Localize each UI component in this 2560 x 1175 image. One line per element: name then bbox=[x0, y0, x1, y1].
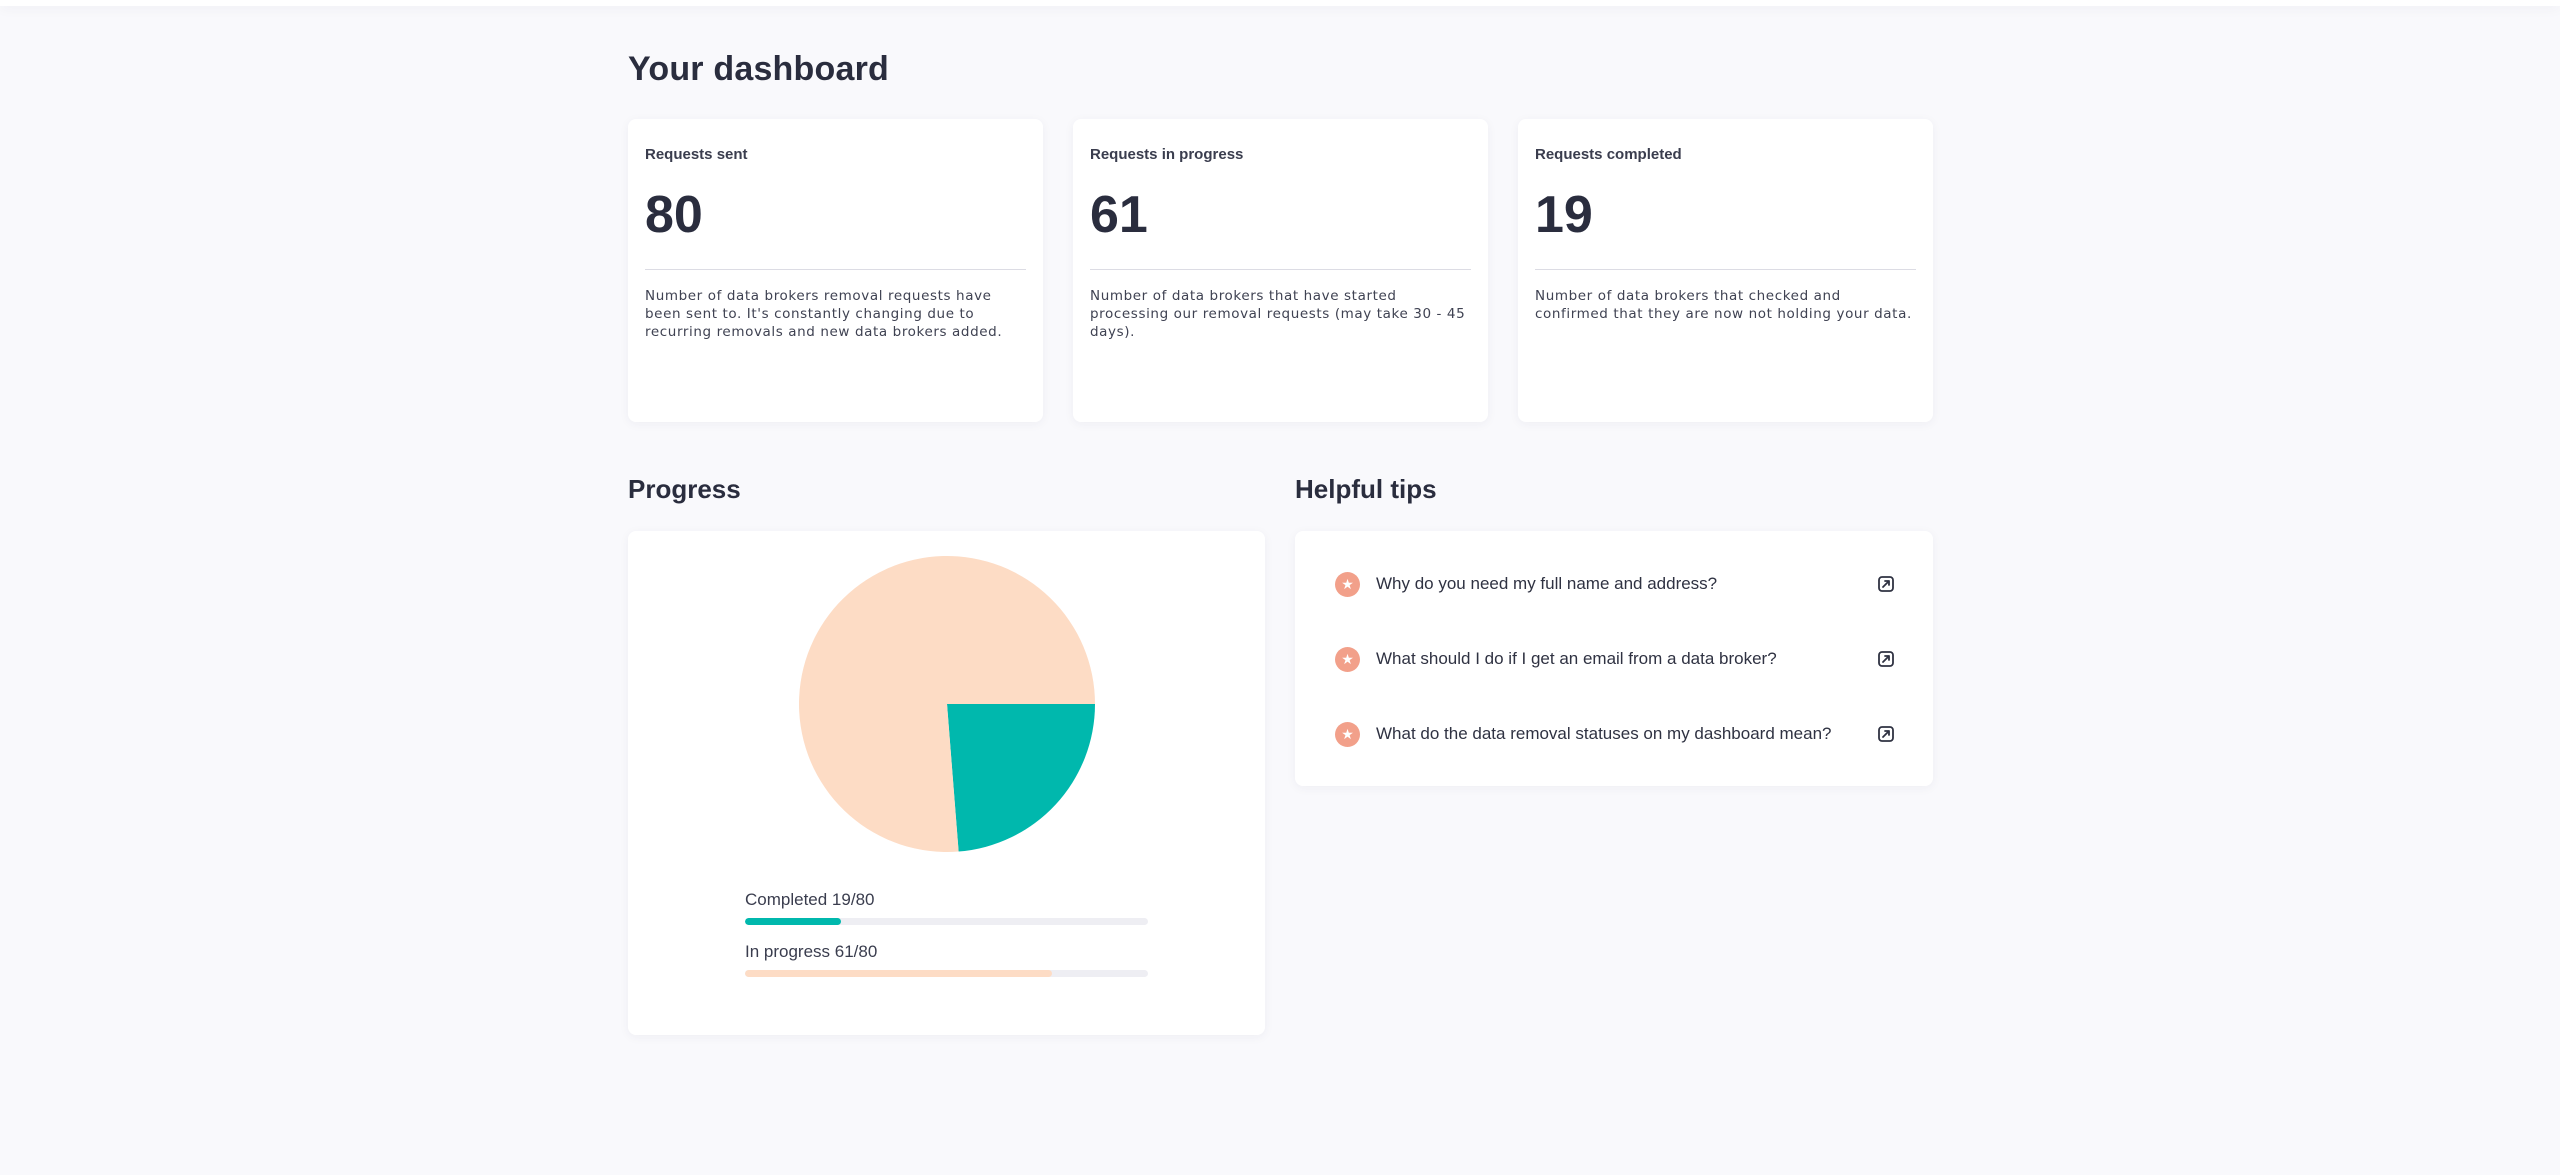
dashboard-container: Your dashboard Requests sent 80 Number o… bbox=[628, 0, 1933, 1175]
stat-divider bbox=[1535, 269, 1916, 270]
helpful-tips-section-title: Helpful tips bbox=[1295, 474, 1437, 504]
stat-label: Requests sent bbox=[645, 146, 748, 163]
pie-slice-in-progress bbox=[799, 556, 1095, 852]
tip-text: What do the data removal statuses on my … bbox=[1376, 724, 1832, 743]
stat-card-requests-in-progress: Requests in progress 61 Number of data b… bbox=[1073, 119, 1488, 422]
stat-value: 80 bbox=[645, 186, 703, 244]
stat-description: Number of data brokers removal requests … bbox=[645, 288, 1003, 340]
stat-divider bbox=[645, 269, 1026, 270]
completed-progress-track bbox=[745, 918, 1148, 925]
tip-item-full-name-address[interactable]: ★ Why do you need my full name and addre… bbox=[1335, 564, 1895, 604]
in-progress-progress-fill bbox=[745, 970, 1053, 977]
star-icon: ★ bbox=[1335, 646, 1360, 672]
pie-slice-completed bbox=[947, 704, 1095, 852]
in-progress-progress: In progress 61/80 bbox=[745, 942, 1148, 977]
open-external-icon[interactable] bbox=[1877, 650, 1895, 668]
star-icon: ★ bbox=[1335, 571, 1360, 597]
stat-description: Number of data brokers that have started… bbox=[1090, 288, 1466, 340]
in-progress-progress-label: In progress 61/80 bbox=[745, 942, 878, 961]
stat-value: 19 bbox=[1535, 186, 1593, 244]
top-bar bbox=[0, 0, 2560, 6]
stat-label: Requests completed bbox=[1535, 146, 1682, 163]
tip-item-removal-statuses[interactable]: ★ What do the data removal statuses on m… bbox=[1335, 714, 1895, 754]
star-icon: ★ bbox=[1335, 721, 1360, 747]
helpful-tips-card: ★ Why do you need my full name and addre… bbox=[1295, 531, 1933, 786]
stat-card-requests-sent: Requests sent 80 Number of data brokers … bbox=[628, 119, 1043, 422]
open-external-icon[interactable] bbox=[1877, 575, 1895, 593]
stat-description: Number of data brokers that checked and … bbox=[1535, 288, 1912, 322]
completed-progress: Completed 19/80 bbox=[745, 890, 1148, 925]
progress-section-title: Progress bbox=[628, 474, 741, 504]
stat-card-requests-completed: Requests completed 19 Number of data bro… bbox=[1518, 119, 1933, 422]
completed-progress-fill bbox=[745, 918, 841, 925]
open-external-icon[interactable] bbox=[1877, 725, 1895, 743]
progress-card: Completed 19/80 In progress 61/80 bbox=[628, 531, 1265, 1035]
tip-text: Why do you need my full name and address… bbox=[1376, 574, 1718, 593]
page-title: Your dashboard bbox=[628, 50, 889, 88]
tip-text: What should I do if I get an email from … bbox=[1376, 649, 1777, 668]
stat-divider bbox=[1090, 269, 1471, 270]
in-progress-progress-track bbox=[745, 970, 1148, 977]
completed-progress-label: Completed 19/80 bbox=[745, 890, 875, 909]
stat-label: Requests in progress bbox=[1090, 146, 1244, 163]
progress-pie-chart bbox=[799, 556, 1095, 852]
tip-item-email-from-data-broker[interactable]: ★ What should I do if I get an email fro… bbox=[1335, 639, 1895, 679]
stat-value: 61 bbox=[1090, 186, 1148, 244]
